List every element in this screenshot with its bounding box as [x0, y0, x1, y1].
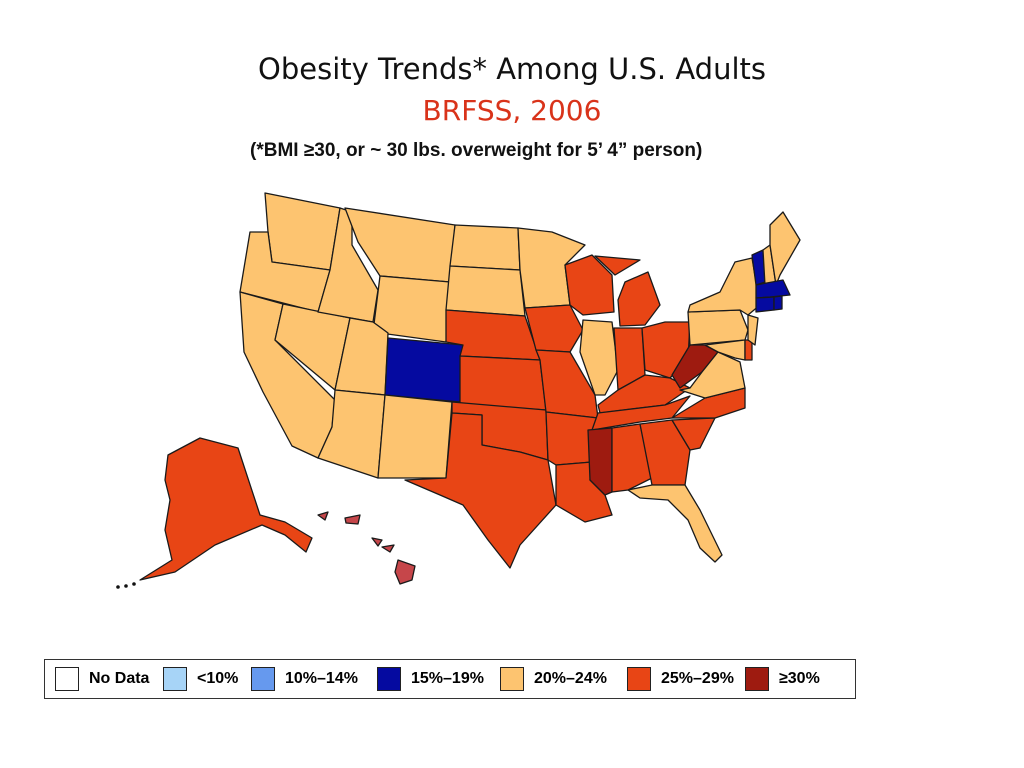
alaska-island-2 [124, 584, 128, 588]
state-colorado [384, 337, 464, 403]
legend-label: 25%–29% [661, 670, 734, 687]
state-north-carolina [671, 387, 746, 419]
legend-item: 25%–29% [627, 666, 734, 692]
legend-swatch [55, 667, 79, 691]
legend-item: 10%–14% [251, 666, 358, 692]
hawaii-island-kauai [317, 511, 329, 521]
legend-swatch [745, 667, 769, 691]
state-pennsylvania [687, 309, 749, 346]
state-iowa [524, 304, 584, 353]
legend-label: ≥30% [779, 670, 820, 687]
state-south-carolina [671, 417, 716, 451]
legend-label: 10%–14% [285, 670, 358, 687]
map-title: Obesity Trends* Among U.S. Adults [258, 52, 766, 86]
legend-item: 15%–19% [377, 666, 484, 692]
state-washington [264, 192, 341, 271]
state-kansas [459, 355, 547, 411]
legend-swatch [627, 667, 651, 691]
state-georgia [639, 419, 691, 486]
legend-label: 20%–24% [534, 670, 607, 687]
state-illinois [579, 319, 619, 396]
alaska-island-3 [132, 582, 136, 586]
legend-item: ≥30% [745, 666, 820, 692]
legend-swatch [251, 667, 275, 691]
state-maine [769, 211, 801, 286]
legend-swatch [500, 667, 524, 691]
state-north-dakota [449, 224, 521, 271]
map-legend: No Data <10% 10%–14% 15%–19% 20%–24% 25%–29% ≥… [44, 659, 856, 699]
legend-item: 20%–24% [500, 666, 607, 692]
legend-swatch [163, 667, 187, 691]
hawaii-island-oahu [344, 514, 361, 525]
legend-item: No Data [55, 666, 149, 692]
state-virginia [679, 351, 746, 399]
state-maryland [704, 339, 746, 361]
legend-item: <10% [163, 666, 238, 692]
state-arizona [317, 389, 386, 479]
state-wisconsin [564, 254, 615, 316]
legend-label: <10% [197, 670, 239, 687]
bmi-footnote: (*BMI ≥30, or ~ 30 lbs. overweight for 5… [250, 140, 703, 161]
state-mississippi [587, 427, 613, 496]
state-michigan [594, 255, 661, 327]
state-texas [404, 412, 557, 569]
state-rhode-island [773, 295, 783, 311]
state-new-mexico [377, 394, 453, 479]
legend-label: No Data [89, 670, 150, 687]
hawaii-island-molokai [371, 537, 383, 547]
state-alaska [139, 437, 313, 581]
state-new-jersey [747, 314, 759, 346]
hawaii-island-maui [381, 544, 395, 553]
hawaii-island-big [394, 559, 416, 585]
state-new-york [687, 257, 761, 316]
state-idaho [317, 207, 379, 323]
legend-swatch [377, 667, 401, 691]
legend-label: 15%–19% [411, 670, 484, 687]
alaska-island-1 [116, 585, 120, 589]
state-alabama [611, 423, 653, 493]
state-connecticut [755, 296, 775, 313]
state-florida [627, 484, 723, 563]
map-subtitle: BRFSS, 2006 [422, 94, 602, 127]
state-delaware [744, 339, 753, 361]
state-south-dakota [445, 265, 526, 317]
